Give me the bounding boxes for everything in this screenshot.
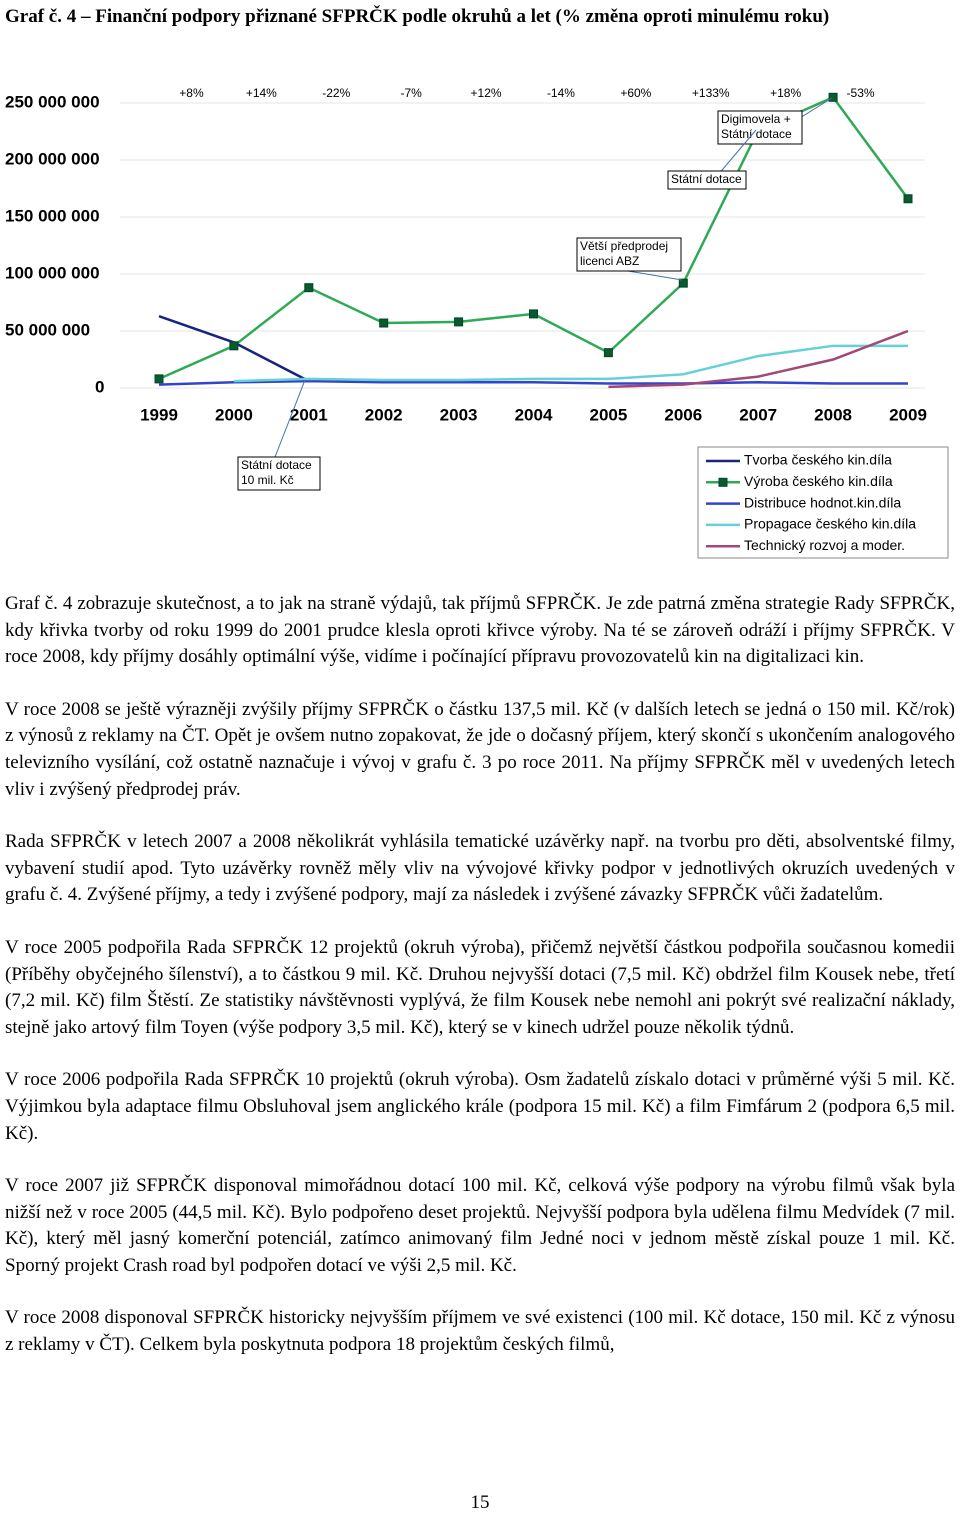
- callout-text: Digimovela +: [721, 112, 791, 126]
- callout-text: 10 mil. Kč: [241, 473, 294, 487]
- point-marker: [603, 348, 613, 358]
- callout-box: [667, 170, 747, 190]
- callout-text: Státní dotace: [671, 172, 742, 186]
- change-label: +60%: [620, 86, 651, 100]
- y-tick-label: 50 000 000: [5, 320, 90, 339]
- x-tick-label: 2006: [664, 405, 702, 424]
- paragraph: V roce 2008 disponoval SFPRČK historicky…: [5, 1307, 955, 1356]
- point-marker: [154, 374, 164, 384]
- point-marker: [379, 318, 389, 328]
- x-tick-label: 2000: [215, 405, 253, 424]
- callout-text: Státní dotace: [241, 458, 312, 472]
- legend-label: Propagace českého kin.díla: [744, 516, 916, 532]
- paragraph: V roce 2007 již SFPRČK disponoval mimořá…: [5, 1175, 955, 1276]
- legend-label: Technický rozvoj a moder.: [744, 537, 905, 553]
- point-marker: [678, 278, 688, 288]
- point-marker: [529, 309, 538, 319]
- callout-leader: [627, 270, 683, 281]
- paragraph: V roce 2006 podpořila Rada SFPRČK 10 pro…: [5, 1069, 955, 1144]
- x-tick-label: 2005: [589, 405, 627, 424]
- y-tick-label: 250 000 000: [5, 92, 100, 111]
- y-tick-label: 100 000 000: [5, 263, 100, 282]
- x-tick-label: 1999: [140, 405, 178, 424]
- point-marker: [229, 341, 239, 351]
- change-label: +133%: [692, 86, 730, 100]
- paragraph: Graf č. 4 zobrazuje skutečnost, a to jak…: [5, 593, 955, 668]
- page-number: 15: [470, 1492, 490, 1513]
- series-line: [608, 329, 909, 389]
- change-label: +12%: [471, 86, 502, 100]
- paragraph: V roce 2005 podpořila Rada SFPRČK 12 pro…: [5, 936, 955, 1038]
- y-tick-label: 0: [95, 377, 104, 396]
- x-tick-label: 2001: [290, 405, 328, 424]
- change-label: +8%: [179, 86, 204, 100]
- title: Graf č. 4 – Finanční podpory přiznané SF…: [5, 6, 830, 27]
- point-marker: [454, 317, 464, 327]
- callout-box: [717, 110, 803, 145]
- legend-label: Tvorba českého kin.díla: [744, 452, 892, 468]
- x-tick-label: 2008: [814, 405, 852, 424]
- x-tick-label: 2007: [739, 405, 777, 424]
- paragraph: Rada SFPRČK v letech 2007 a 2008 několik…: [5, 831, 955, 906]
- x-tick-label: 2003: [440, 405, 478, 424]
- change-label: -53%: [847, 86, 875, 100]
- change-label: -7%: [400, 86, 422, 100]
- y-tick-label: 150 000 000: [5, 206, 100, 225]
- series-line: [158, 379, 908, 386]
- point-marker: [828, 92, 838, 102]
- callout-box: [237, 456, 321, 491]
- callout-text: Větší předprodej: [580, 239, 668, 253]
- x-tick-label: 2009: [889, 405, 927, 424]
- point-marker: [903, 194, 913, 204]
- chart: 0 50 000 000 100 000 000 150 000 000 200 000…: [5, 86, 949, 559]
- change-label: +14%: [246, 86, 277, 100]
- change-label: -14%: [547, 86, 575, 100]
- callout-box: [576, 237, 682, 272]
- y-tick-label: 200 000 000: [5, 149, 100, 168]
- series-line: [233, 344, 908, 383]
- callout-text: Státní dotace: [721, 127, 792, 141]
- x-tick-label: 2004: [515, 405, 553, 424]
- callout-leader: [274, 379, 306, 458]
- legend-marker: [718, 477, 728, 487]
- callout-text: licenci ABZ: [580, 254, 639, 268]
- legend-label: Distribuce hodnot.kin.díla: [744, 494, 901, 510]
- paragraph: V roce 2008 se ještě výrazněji zvýšily p…: [5, 698, 955, 800]
- body-text: Graf č. 4 zobrazuje skutečnost, a to jak…: [5, 591, 955, 1385]
- change-label: -22%: [322, 86, 350, 100]
- legend-label: Výroba českého kin.díla: [744, 473, 893, 489]
- change-label: +18%: [770, 86, 801, 100]
- point-marker: [304, 283, 314, 293]
- x-tick-label: 2002: [365, 405, 403, 424]
